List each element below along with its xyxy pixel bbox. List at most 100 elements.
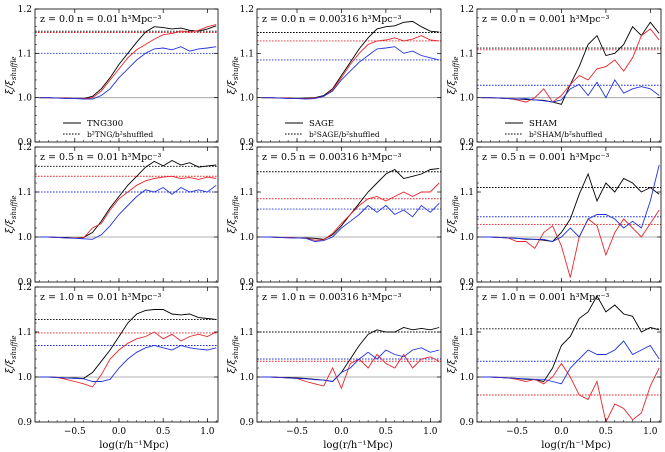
x-axis-label-col0: log(r/h⁻¹Mpc): [99, 440, 169, 451]
y-tick-label: 1.0: [18, 233, 33, 243]
y-tick-label: 1.0: [240, 233, 255, 243]
panel-title: z = 0.5 n = 0.001 h³Mpc⁻³: [482, 152, 610, 163]
x-axis-label-col2: log(r/h⁻¹Mpc): [541, 440, 611, 451]
panel-frame: [476, 146, 662, 283]
y-tick-label: 0.9: [240, 278, 255, 288]
panel-title: z = 0.0 n = 0.001 h³Mpc⁻³: [482, 14, 610, 25]
panel-r0c0: 0.9 1.0 1.1 1.2 ξ/ξshuffle z = 0.0 n = 0.01 h…: [5, 5, 219, 148]
y-tick-label: 1.2: [460, 5, 474, 15]
y-tick-label: 1.1: [460, 188, 474, 198]
y-tick-label: 1.0: [18, 94, 33, 104]
legend-solid-label: SAGE: [309, 119, 334, 129]
x-axis-labels: log(r/h⁻¹Mpc) log(r/h⁻¹Mpc) log(r/h⁻¹Mpc…: [99, 440, 611, 451]
panel-frame: [476, 286, 662, 423]
y-tick-label: 0.9: [460, 418, 475, 428]
x-tick-label: 0.5: [599, 427, 614, 437]
y-axis-label-sub: shuffle: [232, 56, 240, 80]
y-tick-label: 0.9: [460, 138, 475, 148]
x-tick-label: 1.0: [200, 427, 215, 437]
panel-frame: [256, 146, 442, 283]
panel-r1c0: 0.9 1.0 1.1 1.2 ξ/ξshuffle z = 0.5 n = 0.01 h…: [5, 143, 219, 288]
series-line-blue: [261, 46, 440, 100]
y-tick-label: 1.2: [240, 143, 254, 153]
y-tick-label: 0.9: [18, 278, 33, 288]
series-line-red: [261, 35, 440, 100]
y-tick-label: 1.0: [18, 373, 33, 383]
y-axis-label-sub: shuffle: [10, 56, 18, 80]
x-tick-label: 0.0: [334, 427, 349, 437]
y-axis-label-sub: shuffle: [10, 335, 18, 359]
x-tick-label: 0.0: [112, 427, 127, 437]
series-line-red: [481, 209, 660, 278]
y-tick-label: 0.9: [240, 138, 255, 148]
panel-frame: [34, 8, 219, 143]
legend-dotted-label: b²TNG/b²shuffled: [87, 130, 153, 139]
y-tick-label: 1.2: [18, 5, 32, 15]
panel-title: z = 1.0 n = 0.01 h³Mpc⁻³: [40, 292, 161, 303]
series-line-black: [39, 159, 217, 239]
series-line-blue: [261, 202, 440, 242]
series-line-blue: [39, 184, 217, 240]
y-tick-label: 1.1: [18, 49, 32, 59]
y-tick-label: 1.2: [460, 283, 474, 293]
y-axis-label: ξ/ξshuffle: [5, 56, 18, 94]
panel-r1c2: 0.9 1.0 1.1 1.2 ξ/ξshuffle z = 0.5 n = 0.001 …: [447, 143, 662, 288]
panel-r2c1: −0.5 0.0 0.5 1.0 0.9 1.0 1.1 1.2 ξ/ξshuffle z = 1…: [227, 283, 442, 437]
y-axis-label: ξ/ξshuffle: [447, 335, 460, 373]
y-tick-label: 0.9: [460, 278, 475, 288]
y-axis-label-sub: shuffle: [232, 195, 240, 219]
y-tick-label: 1.0: [240, 94, 255, 104]
y-tick-label: 1.2: [18, 283, 32, 293]
y-tick-label: 1.0: [460, 373, 475, 383]
y-tick-label: 1.1: [240, 49, 254, 59]
y-tick-label: 1.1: [18, 188, 32, 198]
series-line-black: [481, 21, 660, 105]
series-line-red: [481, 28, 660, 103]
series-line-blue: [261, 347, 440, 382]
series-line-black: [39, 25, 217, 100]
legend-dotted-label: b²SAGE/b²shuffled: [309, 130, 380, 139]
series-line-red: [481, 362, 660, 422]
series-line-blue: [481, 340, 660, 385]
y-tick-label: 1.2: [240, 283, 254, 293]
panel-title: z = 1.0 n = 0.001 h³Mpc⁻³: [482, 292, 610, 303]
panel-title: z = 0.0 n = 0.00316 h³Mpc⁻³: [262, 14, 402, 25]
legend-dotted-label: b²SHAM/b²shuffled: [529, 130, 603, 139]
y-tick-label: 1.0: [240, 373, 255, 383]
y-axis-label-sub: shuffle: [452, 195, 460, 219]
y-axis-label-sub: shuffle: [232, 335, 240, 359]
y-tick-label: 1.1: [240, 328, 254, 338]
y-axis-label: ξ/ξshuffle: [5, 195, 18, 233]
y-axis-label: ξ/ξshuffle: [447, 195, 460, 233]
panel-frame: [476, 8, 662, 143]
panel-title: z = 0.5 n = 0.00316 h³Mpc⁻³: [262, 152, 402, 163]
series-line-blue: [481, 79, 660, 103]
series-line-black: [261, 168, 440, 240]
panel-title: z = 1.0 n = 0.00316 h³Mpc⁻³: [262, 292, 402, 303]
y-tick-label: 1.2: [18, 143, 32, 153]
series-line-black: [481, 172, 660, 242]
panel-frame: [34, 146, 219, 283]
y-tick-label: 1.1: [18, 328, 32, 338]
panel-r2c0: −0.5 0.0 0.5 1.0 0.9 1.0 1.1 1.2 ξ/ξshuffle z = 1…: [5, 283, 219, 437]
panel-frame: [256, 8, 442, 143]
y-tick-label: 1.1: [460, 49, 474, 59]
legend-solid-label: TNG300: [87, 119, 123, 129]
panel-r2c2: −0.5 0.0 0.5 1.0 0.9 1.0 1.1 1.2 ξ/ξshuffle z = 1…: [447, 283, 662, 437]
series-line-blue: [39, 46, 217, 100]
y-axis-label-sub: shuffle: [452, 56, 460, 80]
panel-frame: [256, 286, 442, 423]
y-axis-label-sub: shuffle: [10, 195, 18, 219]
y-tick-label: 1.1: [240, 188, 254, 198]
y-axis-label-sub: shuffle: [452, 335, 460, 359]
series-line-blue: [39, 345, 217, 382]
panel-r0c1: 0.9 1.0 1.1 1.2 ξ/ξshuffle z = 0.0 n = 0.0031…: [227, 5, 442, 148]
series-line-red: [261, 182, 440, 241]
panel-frame: [34, 286, 219, 423]
y-tick-label: 1.2: [240, 5, 254, 15]
x-tick-label: −0.5: [506, 427, 528, 437]
legend-solid-label: SHAM: [529, 119, 557, 129]
x-axis-label-col1: log(r/h⁻¹Mpc): [323, 440, 393, 451]
series-line-red: [39, 24, 217, 100]
